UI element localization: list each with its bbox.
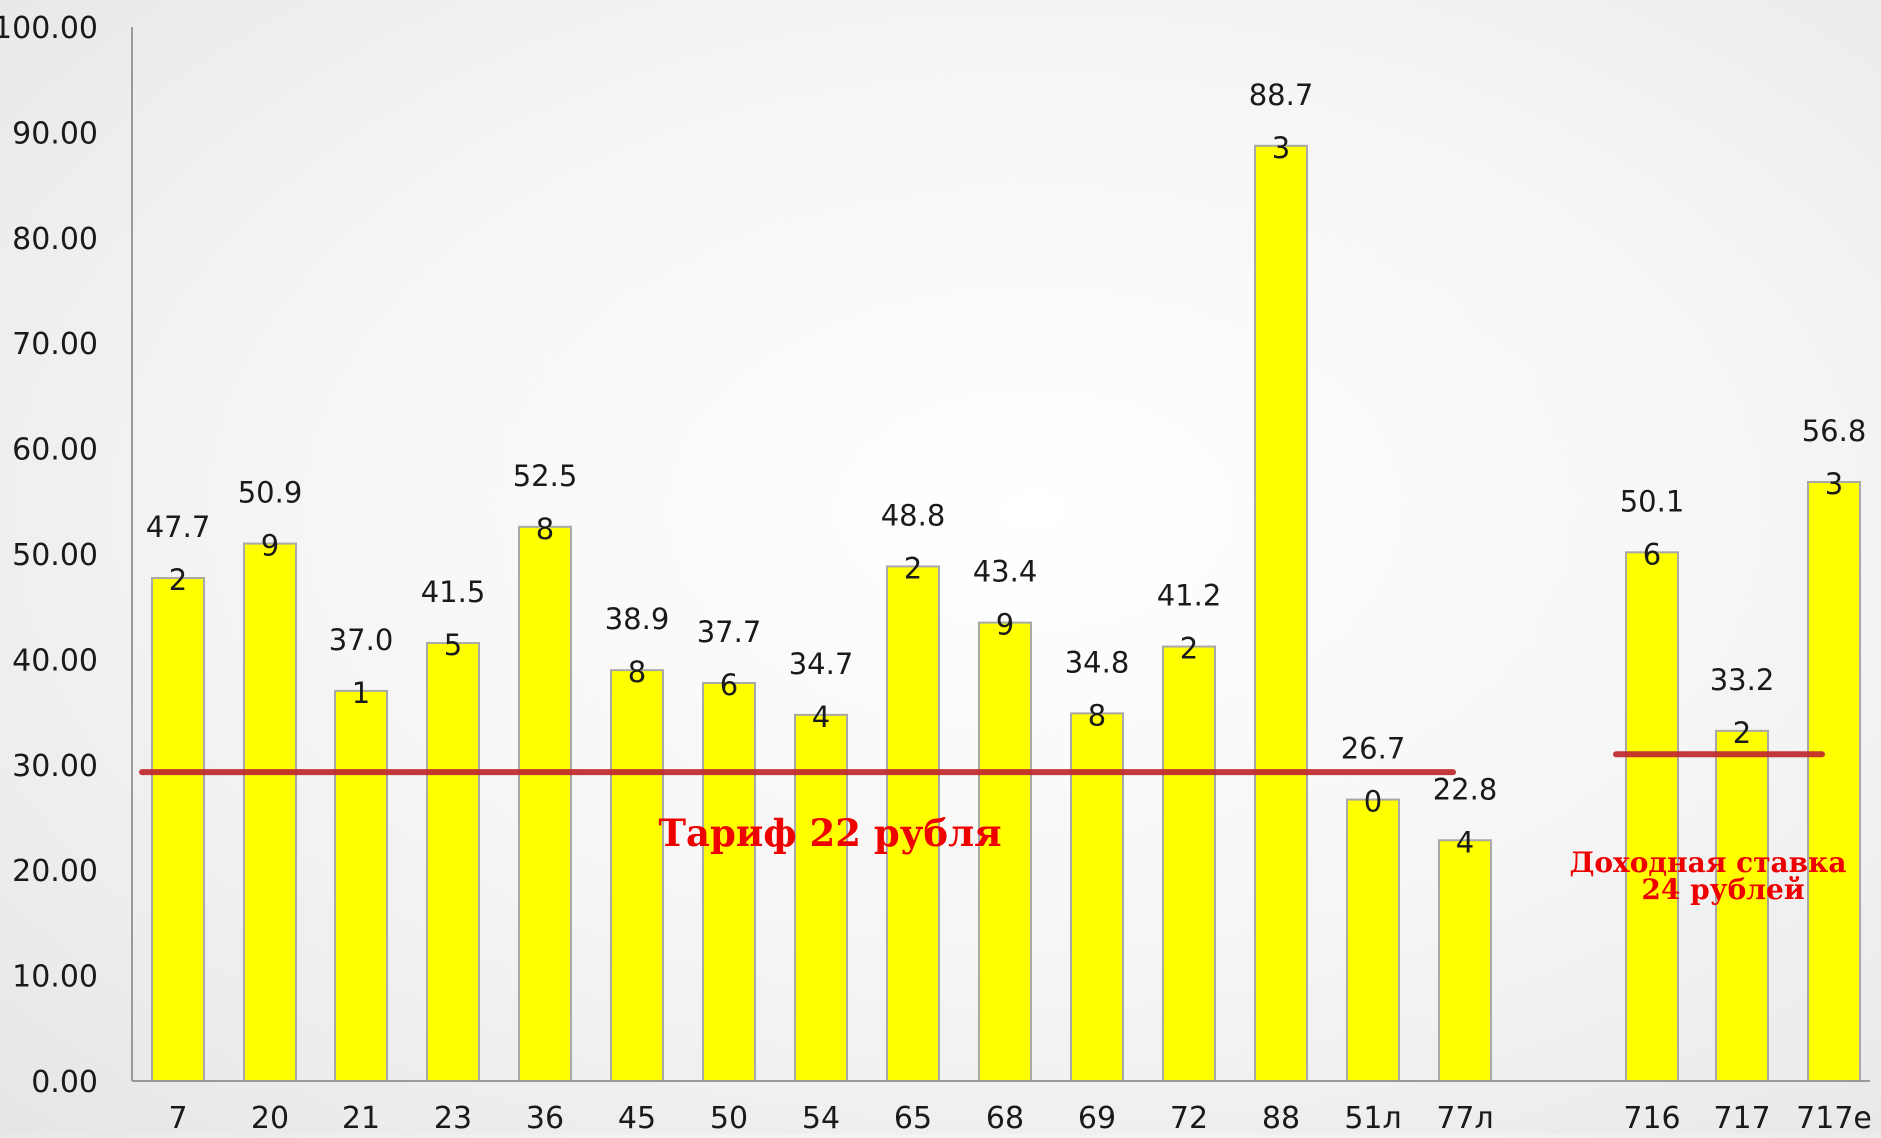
x-tick-label: 7 (168, 1101, 187, 1134)
y-tick-label: 100.00 (0, 11, 98, 46)
x-tick-label: 717е (1796, 1101, 1872, 1134)
x-tick-label: 77л (1436, 1101, 1493, 1134)
x-tick-label: 717 (1713, 1101, 1770, 1134)
data-label-digit: 2 (904, 551, 922, 585)
data-label: 43.4 (973, 555, 1038, 589)
data-label: 26.7 (1341, 732, 1406, 766)
data-label: 41.2 (1157, 579, 1222, 613)
bar (610, 669, 664, 1083)
data-label-digit: 5 (444, 628, 462, 662)
bar (1807, 481, 1861, 1083)
bar (702, 682, 756, 1082)
x-tick-label: 51л (1344, 1101, 1401, 1134)
data-label-digit: 4 (1456, 825, 1474, 859)
bar (1254, 144, 1308, 1082)
data-label: 56.8 (1802, 414, 1867, 448)
data-label: 41.5 (421, 575, 486, 609)
data-label-digit: 2 (1733, 716, 1751, 750)
data-label: 37.7 (697, 615, 762, 649)
data-label-digit: 6 (720, 668, 738, 702)
data-label-digit: 2 (1180, 632, 1198, 666)
x-tick-label: 20 (251, 1101, 289, 1134)
data-label: 48.8 (881, 498, 946, 532)
data-labels: 47.7 2 50.9 9 37.0 1 41.5 5 52.5 8 38.9 8 37.7 6 34.7 4… (146, 78, 1867, 859)
y-tick-label: 30.00 (12, 749, 98, 784)
data-label-digit: 2 (169, 563, 187, 597)
data-label-digit: 8 (628, 655, 646, 689)
tariff-annotation: Тариф 22 рубля (658, 811, 1001, 855)
bar (1070, 712, 1124, 1082)
data-label: 52.5 (513, 459, 578, 493)
data-label-digit: 4 (812, 700, 830, 734)
y-tick-label: 0.00 (31, 1065, 98, 1100)
x-tick-label: 21 (342, 1101, 380, 1134)
bar (243, 542, 297, 1082)
x-tick-label: 72 (1170, 1101, 1208, 1134)
y-tick-label: 10.00 (12, 960, 98, 995)
x-tick-label: 65 (894, 1101, 932, 1134)
bar (1438, 839, 1492, 1083)
bar (1625, 551, 1679, 1082)
y-tick-label: 50.00 (12, 538, 98, 573)
x-tick-label: 50 (710, 1101, 748, 1134)
x-tick-label: 68 (986, 1101, 1024, 1134)
bar (886, 565, 940, 1082)
y-tick-label: 90.00 (12, 116, 98, 151)
bar (334, 689, 388, 1082)
y-tick-label: 80.00 (12, 222, 98, 257)
bars (151, 144, 1861, 1083)
data-label-digit: 9 (996, 608, 1014, 642)
data-label: 34.7 (789, 647, 854, 681)
bar (794, 713, 848, 1082)
y-tick-label: 60.00 (12, 433, 98, 468)
y-tick-label: 40.00 (12, 643, 98, 678)
x-axis: 7 20 21 23 36 45 50 54 65 68 69 72 88 51л 77л 716 717 717… (132, 1080, 1872, 1136)
data-label-digit: 8 (536, 512, 554, 546)
x-tick-label: 88 (1262, 1101, 1300, 1134)
bar (426, 642, 480, 1082)
bar (1346, 798, 1400, 1082)
rate-annotation-line1: Доходная ставка (1569, 846, 1846, 879)
x-tick-label: 45 (618, 1101, 656, 1134)
bar (978, 621, 1032, 1083)
x-tick-label: 716 (1623, 1101, 1680, 1134)
data-label: 33.2 (1710, 663, 1775, 697)
data-label: 50.1 (1620, 484, 1685, 518)
data-label-digit: 8 (1088, 698, 1106, 732)
bar (1162, 645, 1216, 1082)
rate-annotation-line2: 24 рублей (1641, 873, 1804, 906)
x-tick-label: 36 (526, 1101, 564, 1134)
data-label-digit: 6 (1643, 537, 1661, 571)
data-label-digit: 0 (1364, 785, 1382, 819)
data-label-digit: 3 (1825, 467, 1843, 501)
x-tick-label: 23 (434, 1101, 472, 1134)
data-label: 47.7 (146, 510, 211, 544)
reference-lines (139, 751, 1825, 776)
data-label: 50.9 (238, 476, 303, 510)
data-label: 37.0 (329, 623, 394, 657)
data-label-digit: 9 (261, 529, 279, 563)
data-label: 38.9 (605, 602, 670, 636)
bar (518, 525, 572, 1082)
y-tick-label: 70.00 (12, 327, 98, 362)
data-label: 22.8 (1433, 772, 1498, 806)
data-label-digit: 3 (1272, 131, 1290, 165)
data-label: 88.7 (1249, 78, 1314, 112)
data-label-digit: 1 (352, 676, 370, 710)
x-tick-label: 54 (802, 1101, 840, 1134)
data-label: 34.8 (1065, 645, 1130, 679)
y-tick-label: 20.00 (12, 854, 98, 889)
x-tick-label: 69 (1078, 1101, 1116, 1134)
bar (151, 577, 205, 1082)
y-axis: 0.00 10.00 20.00 30.00 40.00 50.00 60.00 70.00 8… (0, 11, 133, 1100)
